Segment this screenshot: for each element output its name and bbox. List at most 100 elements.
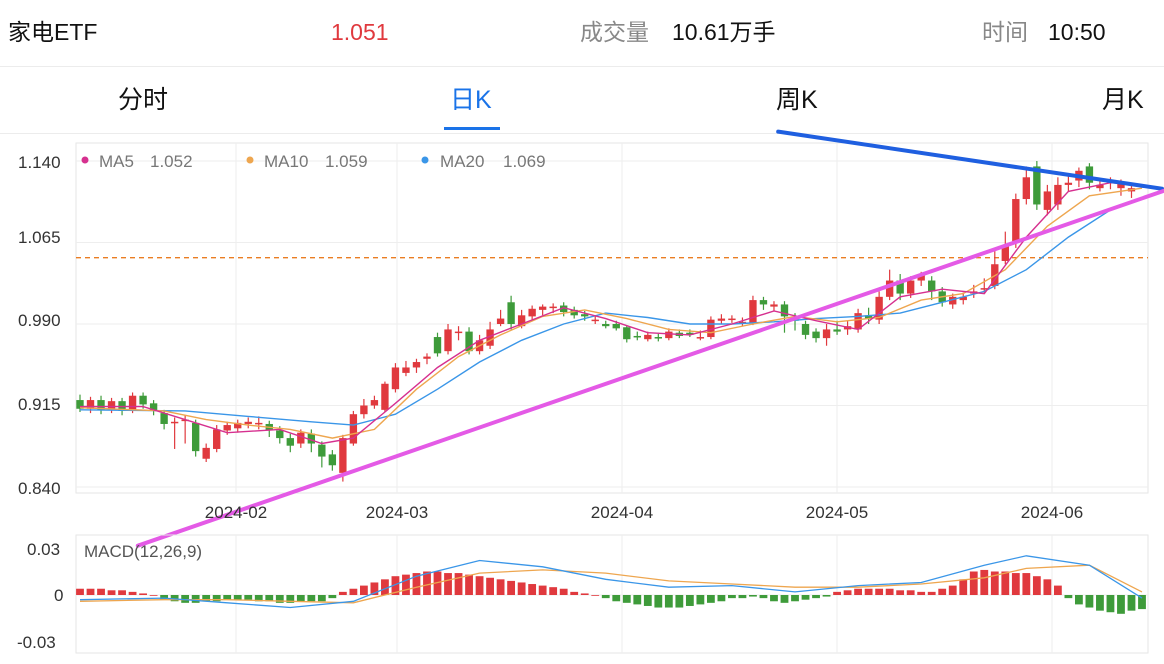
- candle-up: [454, 331, 463, 334]
- candle-up: [444, 329, 452, 352]
- macd-bar-negative: [170, 595, 179, 602]
- macd-bar-positive: [391, 576, 400, 595]
- candle-up: [959, 296, 967, 301]
- macd-bar-positive: [86, 588, 95, 595]
- candle-up: [885, 280, 894, 297]
- macd-bar-positive: [538, 585, 547, 595]
- macd-bar-positive: [475, 576, 484, 595]
- macd-bar-negative: [622, 595, 631, 603]
- candle-down: [812, 331, 820, 339]
- macd-bar-positive: [959, 579, 968, 595]
- macd-bar-positive: [412, 573, 421, 595]
- ma20-legend-name: MA20: [440, 152, 484, 171]
- candle-up: [360, 405, 368, 415]
- candle-up: [423, 356, 431, 359]
- macd-bar-negative: [233, 595, 242, 600]
- candle-up: [980, 288, 988, 290]
- candle-down: [801, 324, 810, 335]
- macd-bar-negative: [643, 595, 652, 606]
- candle-down: [433, 337, 442, 354]
- ma10-line: [79, 187, 1143, 439]
- price-plot-border: [75, 142, 1149, 494]
- candle-down: [276, 430, 284, 439]
- macd-bar-negative: [801, 595, 810, 600]
- date-axis: 2024-02 2024-03 2024-04 2024-05 2024-06: [205, 503, 1083, 522]
- macd-bar-positive: [149, 595, 158, 596]
- macd-bar-negative: [1064, 595, 1073, 599]
- candle-down: [633, 335, 641, 338]
- macd-y-tick-label: -0.03: [17, 633, 56, 652]
- candle-up: [381, 383, 389, 410]
- candle-down: [507, 302, 515, 324]
- macd-bar-negative: [770, 595, 778, 602]
- macd-bar-negative: [1075, 595, 1083, 605]
- tab-daily-k[interactable]: 日K: [450, 86, 492, 114]
- candle-up: [1096, 184, 1104, 189]
- macd-bar-negative: [612, 595, 621, 602]
- candle-down: [191, 422, 200, 452]
- candle-up: [549, 306, 557, 309]
- tab-intraday[interactable]: 分时: [118, 86, 169, 114]
- moving-average-lines: [79, 181, 1143, 445]
- macd-lines: [79, 555, 1143, 609]
- macd-bar-positive: [854, 588, 863, 595]
- macd-bar-negative: [244, 595, 253, 600]
- candle-up: [770, 304, 778, 307]
- candle-down: [149, 403, 158, 411]
- macd-bar-negative: [791, 595, 799, 602]
- macd-bar-positive: [864, 588, 873, 595]
- macd-bar-positive: [927, 591, 936, 595]
- macd-bar-negative: [728, 595, 736, 599]
- macd-bar-positive: [1022, 573, 1031, 595]
- candle-down: [1085, 166, 1094, 183]
- macd-bar-negative: [191, 595, 200, 603]
- macd-bar-negative: [286, 595, 295, 603]
- candle-up: [707, 319, 715, 338]
- candle-up: [244, 421, 252, 424]
- macd-bar-negative: [601, 595, 610, 599]
- candle-up: [538, 306, 547, 310]
- macd-bar-negative: [738, 595, 747, 599]
- candle-down: [76, 400, 84, 409]
- candle-down: [686, 332, 694, 335]
- candle-down: [560, 305, 568, 313]
- macd-bar-positive: [528, 584, 537, 595]
- macd-bar-positive: [948, 585, 957, 595]
- macd-dea-line: [79, 564, 1143, 604]
- macd-bar-positive: [433, 571, 442, 595]
- active-tab-indicator: [444, 127, 500, 130]
- candle-up: [906, 280, 915, 294]
- quote-header: 家电ETF 1.051 成交量 10.61万手 时间 10:50: [0, 0, 1164, 67]
- macd-bar-positive: [370, 582, 379, 595]
- candle-up: [128, 395, 137, 411]
- macd-histogram: [76, 569, 1146, 614]
- macd-bar-negative: [202, 595, 211, 602]
- macd-title: MACD(12,26,9): [84, 542, 202, 561]
- macd-bar-positive: [1001, 571, 1010, 595]
- volume-label: 成交量: [580, 19, 649, 45]
- macd-bar-positive: [128, 591, 137, 595]
- candle-down: [780, 304, 789, 317]
- price-axis: 1.140 1.065 0.990 0.915 0.840: [18, 153, 61, 498]
- candle-down: [286, 438, 294, 446]
- tab-monthly-k[interactable]: 月K: [1102, 86, 1144, 114]
- candle-up: [749, 300, 757, 323]
- candlestick-series: [76, 161, 1136, 482]
- x-tick-label: 2024-06: [1021, 503, 1083, 522]
- time-value: 10:50: [1048, 19, 1106, 45]
- macd-bar-negative: [812, 595, 820, 599]
- y-tick-label: 0.915: [18, 395, 61, 414]
- macd-bar-positive: [833, 591, 841, 595]
- macd-bar-negative: [223, 595, 232, 600]
- macd-bar-negative: [328, 595, 337, 599]
- macd-bar-negative: [265, 595, 274, 602]
- candle-up: [339, 438, 347, 473]
- y-tick-label: 1.065: [18, 228, 61, 247]
- time-label: 时间: [982, 19, 1028, 45]
- tab-weekly-k[interactable]: 周K: [776, 86, 818, 114]
- x-tick-label: 2024-04: [591, 503, 653, 522]
- security-name: 家电ETF: [8, 19, 98, 45]
- macd-bar-positive: [338, 591, 347, 595]
- macd-bar-positive: [938, 588, 947, 595]
